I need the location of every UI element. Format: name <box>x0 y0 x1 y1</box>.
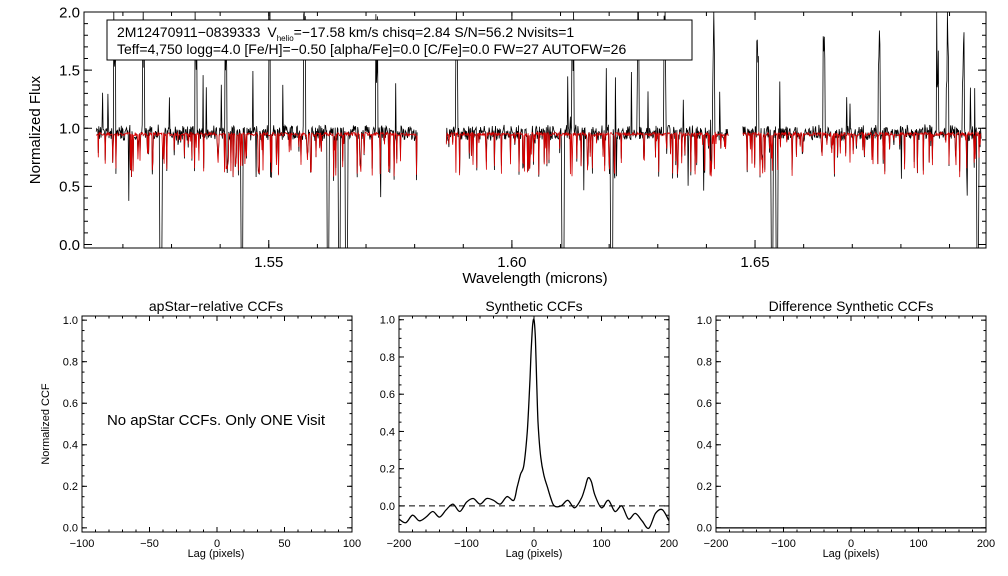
x-tick-label: 0 <box>531 538 537 550</box>
synthetic-ccf-plot <box>398 318 670 530</box>
y-tick-label: 1.0 <box>59 121 80 138</box>
y-tick-label: 0.6 <box>697 398 712 410</box>
y-tick-label: 1.0 <box>697 315 712 327</box>
vhelio-subscript: helio <box>277 34 294 43</box>
apstar-ccf-x-axis-label: Lag (pixels) <box>188 548 245 560</box>
y-tick-label: 0.4 <box>697 440 712 452</box>
synthetic-ccf-panel: Synthetic CCFs −200 −100 0 100 200 0.0 0.2 0.4 0… <box>380 298 678 560</box>
apstar-ccf-y-axis-label: Normalized CCF <box>40 383 52 465</box>
vhelio-value: =−17.58 km/s <box>294 24 379 40</box>
y-tick-label: 1.0 <box>380 315 395 327</box>
y-tick-label: 0.2 <box>697 481 712 493</box>
y-tick-label: 0.0 <box>697 523 712 535</box>
difference-ccf-panel: Difference Synthetic CCFs −200 −100 0 100 20… <box>697 298 995 560</box>
y-tick-label: 0.8 <box>380 352 395 364</box>
y-tick-label: 0.5 <box>59 179 80 196</box>
difference-ccf-x-axis-label: Lag (pixels) <box>823 548 880 560</box>
spectrum-y-axis-label: Normalized Flux <box>27 75 44 184</box>
y-tick-label: 0.0 <box>380 501 395 513</box>
y-tick-label: 2.0 <box>59 4 80 21</box>
synthetic-ccf-title: Synthetic CCFs <box>485 298 582 314</box>
annotation-line-1: 2M12470911−0839333 Vhelio=−17.58 km/s chi… <box>117 24 574 43</box>
spectrum-traces <box>95 11 982 249</box>
x-tick-label: 1.60 <box>497 254 526 271</box>
x-tick-label: 0 <box>214 538 220 550</box>
spectrum-ticks: 1.55 1.60 1.65 0.0 0.5 1.0 1.5 2.0 <box>59 4 986 271</box>
y-tick-label: 0.2 <box>63 481 78 493</box>
difference-ccf-ticks: −200 −100 0 100 200 0.0 0.2 0.4 0.6 0.8 1.0 <box>697 315 995 550</box>
spectrum-axes-frame <box>83 11 987 249</box>
x-tick-label: 100 <box>343 538 361 550</box>
x-tick-label: −50 <box>140 538 159 550</box>
x-tick-label: 200 <box>977 538 995 550</box>
x-tick-label: −200 <box>387 538 412 550</box>
annotation-line-2: Teff=4,750 logg=4.0 [Fe/H]=−0.50 [alpha/… <box>117 41 626 57</box>
x-tick-label: 1.55 <box>254 254 283 271</box>
y-tick-label: 0.8 <box>63 357 78 369</box>
y-tick-label: 0.0 <box>63 523 78 535</box>
y-tick-label: 0.6 <box>380 389 395 401</box>
x-tick-label: 0 <box>848 538 854 550</box>
x-tick-label: −100 <box>70 538 95 550</box>
x-tick-label: 50 <box>278 538 290 550</box>
spectrum-panel: 1.55 1.60 1.65 0.0 0.5 1.0 1.5 2.0 Normalized F… <box>27 4 987 287</box>
vhelio-symbol: V <box>267 24 277 40</box>
x-tick-label: −200 <box>704 538 729 550</box>
no-ccf-message: No apStar CCFs. Only ONE Visit <box>107 412 326 429</box>
y-tick-label: 0.6 <box>63 398 78 410</box>
apstar-ccf-panel: apStar−relative CCFs −100 −50 0 50 100 0.0 0.2… <box>40 298 361 560</box>
y-tick-label: 0.4 <box>63 440 78 452</box>
y-tick-label: 1.0 <box>63 315 78 327</box>
model-spectrum-segment-1 <box>95 130 418 177</box>
fit-stats: chisq=2.84 S/N=56.2 Nvisits=1 <box>378 24 574 40</box>
x-tick-label: 100 <box>592 538 610 550</box>
model-spectrum-segment-2 <box>445 131 729 177</box>
x-tick-label: 200 <box>660 538 678 550</box>
x-tick-label: 1.65 <box>740 254 769 271</box>
star-id: 2M12470911−0839333 <box>117 24 261 40</box>
synthetic-ccf-curve <box>398 318 670 530</box>
difference-ccf-title: Difference Synthetic CCFs <box>769 298 934 314</box>
y-tick-label: 1.5 <box>59 62 80 79</box>
x-tick-label: −100 <box>771 538 796 550</box>
model-spectrum-segment-3 <box>742 130 982 178</box>
x-tick-label: 100 <box>909 538 927 550</box>
synthetic-ccf-x-axis-label: Lag (pixels) <box>506 548 563 560</box>
annotation-frame <box>106 19 693 61</box>
synthetic-ccf-ticks: −200 −100 0 100 200 0.0 0.2 0.4 0.6 0.8 1.0 <box>380 315 678 550</box>
y-tick-label: 0.2 <box>380 464 395 476</box>
spectrum-x-axis-label: Wavelength (microns) <box>462 270 607 287</box>
x-tick-label: −100 <box>454 538 479 550</box>
apstar-ccf-title: apStar−relative CCFs <box>149 298 283 314</box>
y-tick-label: 0.0 <box>59 237 80 254</box>
spectrum-annotation-box: 2M12470911−0839333 Vhelio=−17.58 km/s chi… <box>106 19 693 61</box>
y-tick-label: 0.8 <box>697 357 712 369</box>
y-tick-label: 0.4 <box>380 426 395 438</box>
apstar-ccf-ticks: −100 −50 0 50 100 0.0 0.2 0.4 0.6 0.8 1.0 <box>63 315 361 550</box>
